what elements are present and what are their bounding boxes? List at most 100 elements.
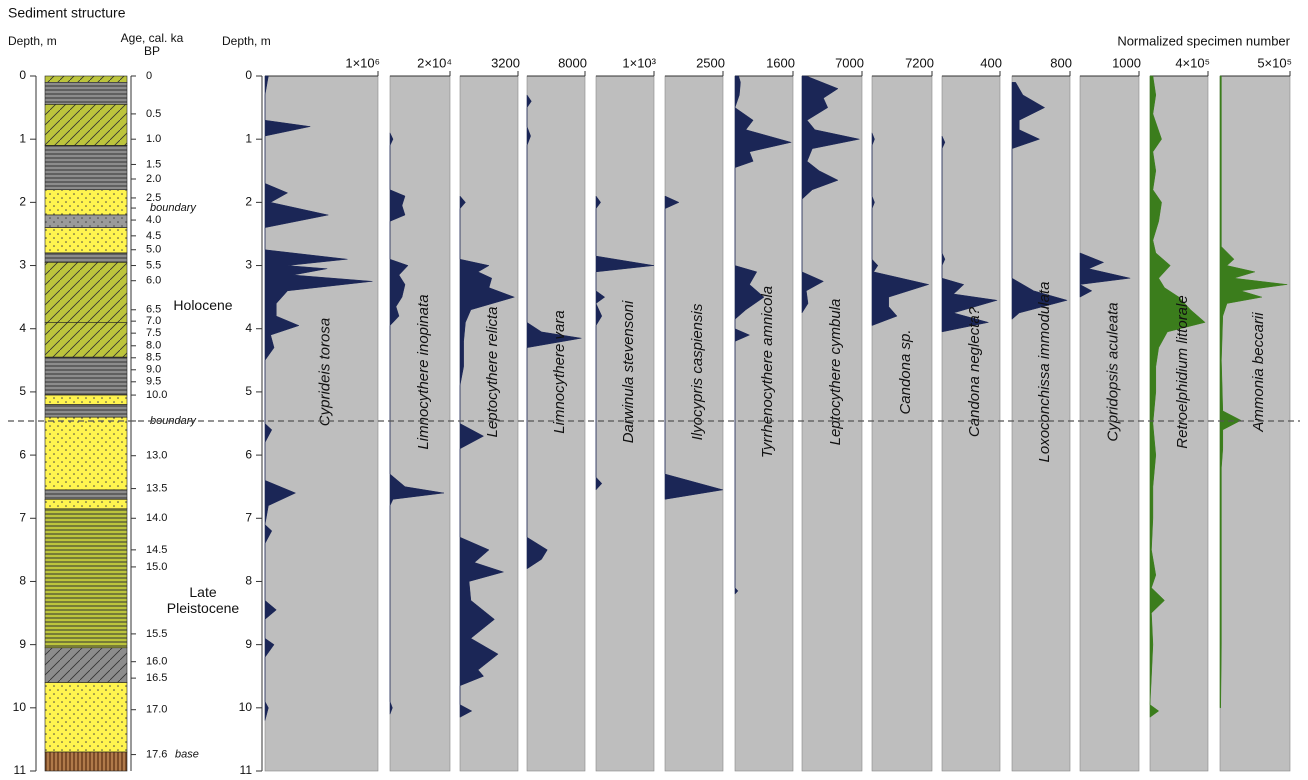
sediment-pattern [45, 683, 127, 753]
age-label: 15.5 [146, 628, 167, 640]
y-tick-label: 9 [19, 637, 26, 651]
x-tick-label: 1000 [1112, 55, 1141, 70]
age-label: 5.5 [146, 259, 161, 271]
series-label: Ilyocypris caspiensis [689, 303, 706, 440]
y-tick-label: 5 [245, 384, 252, 398]
age-label: 4.0 [146, 214, 161, 226]
sediment-pattern [45, 509, 127, 648]
age-axis-title: Age, cal. ka BP [112, 32, 192, 58]
series-label: Tyrrhenocythere amnicola [759, 286, 776, 458]
sediment-pattern [45, 499, 127, 508]
age-label: boundary [150, 202, 197, 214]
age-label: 16.5 [146, 672, 167, 684]
series-label: Limnocythere inopinata [415, 294, 432, 449]
x-tick-label: 3200 [491, 55, 520, 70]
age-label: 7.5 [146, 327, 161, 339]
age-label: 7.0 [146, 315, 161, 327]
sediment-pattern [45, 215, 127, 228]
sediment-pattern [45, 648, 127, 683]
sediment-pattern [45, 752, 127, 771]
y-tick-label: 1 [245, 131, 252, 145]
y-tick-label: 7 [245, 510, 252, 524]
age-label: 10.0 [146, 389, 167, 401]
x-tick-label: 400 [980, 55, 1002, 70]
sediment-pattern [45, 190, 127, 215]
age-label: 13.0 [146, 450, 167, 462]
age-label: 4.5 [146, 230, 161, 242]
age-label: 1.5 [146, 158, 161, 170]
sediment-pattern [45, 228, 127, 253]
age-label: 14.0 [146, 512, 167, 524]
chart-title: Sediment structure [8, 5, 126, 21]
y-tick-label: 0 [19, 68, 26, 82]
y-tick-label: 10 [13, 700, 27, 714]
series-label: Leptocythere relicta [484, 307, 501, 438]
series-label: Retroelphidium littorale [1174, 295, 1191, 448]
x-tick-label: 4×10⁵ [1175, 55, 1210, 70]
age-label: 5.0 [146, 244, 161, 256]
period-label: Late Pleistocene [158, 584, 248, 616]
sediment-pattern [45, 405, 127, 418]
age-label: 0 [146, 70, 152, 82]
y-tick-label: 1 [19, 131, 26, 145]
x-tick-label: 8000 [558, 55, 587, 70]
sediment-pattern [45, 104, 127, 145]
age-label: 17.0 [146, 704, 167, 716]
series-label: Ammonia beccarii [1250, 312, 1267, 433]
depth-axis-title: Depth, m [222, 34, 271, 48]
y-tick-label: 0 [245, 68, 252, 82]
y-tick-label: 2 [19, 195, 26, 209]
series-label: Leptocythere cymbula [827, 299, 844, 446]
x-tick-label: 2500 [696, 55, 725, 70]
y-tick-label: 4 [19, 321, 26, 335]
sediment-pattern [45, 490, 127, 499]
series-label: Limnocythere vara [551, 310, 568, 433]
age-label: 9.5 [146, 376, 161, 388]
y-tick-label: 10 [239, 700, 253, 714]
y-tick-label: 7 [19, 510, 26, 524]
series-label: Cyprideis torosa [316, 318, 333, 426]
y-tick-label: 4 [245, 321, 252, 335]
series-label: Darwinula stevensoni [620, 300, 637, 443]
age-label: 0.5 [146, 108, 161, 120]
series-label: Candona neglecta? [966, 306, 983, 437]
sediment-pattern [45, 262, 127, 322]
sediment-pattern [45, 395, 127, 404]
age-label: 14.5 [146, 544, 167, 556]
age-label: 9.0 [146, 364, 161, 376]
y-tick-label: 11 [14, 763, 27, 777]
sediment-pattern [45, 357, 127, 395]
age-label: 13.5 [146, 482, 167, 494]
age-label: 8.0 [146, 340, 161, 352]
y-tick-label: 6 [19, 447, 26, 461]
panel [872, 76, 932, 771]
y-tick-label: 9 [245, 637, 252, 651]
series-label: Candona sp. [897, 329, 914, 414]
age-label: 2.0 [146, 173, 161, 185]
y-tick-label: 5 [19, 384, 26, 398]
x-tick-label: 2×10⁴ [417, 55, 452, 70]
sediment-pattern [45, 253, 127, 262]
sediment-pattern [45, 417, 127, 490]
y-tick-label: 6 [245, 447, 252, 461]
y-tick-label: 8 [19, 574, 26, 588]
y-tick-label: 2 [245, 195, 252, 209]
sediment-pattern [45, 322, 127, 357]
x-axis-title: Normalized specimen number [1117, 33, 1290, 48]
y-tick-label: 11 [240, 763, 253, 777]
x-tick-label: 1600 [766, 55, 795, 70]
sediment-pattern [45, 146, 127, 190]
period-label: Holocene [158, 297, 248, 313]
age-label: 8.5 [146, 352, 161, 364]
x-tick-label: 7000 [835, 55, 864, 70]
age-label: 17.6 [146, 748, 167, 760]
sediment-pattern [45, 82, 127, 104]
x-tick-label: 1×10³ [622, 55, 656, 70]
age-label: 6.0 [146, 275, 161, 287]
figure: Sediment structure Depth, m Depth, m Nor… [0, 0, 1308, 780]
age-label: 16.0 [146, 656, 167, 668]
age-label: 15.0 [146, 561, 167, 573]
depth-axis-title: Depth, m [8, 34, 57, 48]
x-tick-label: 7200 [905, 55, 934, 70]
y-tick-label: 3 [19, 258, 26, 272]
